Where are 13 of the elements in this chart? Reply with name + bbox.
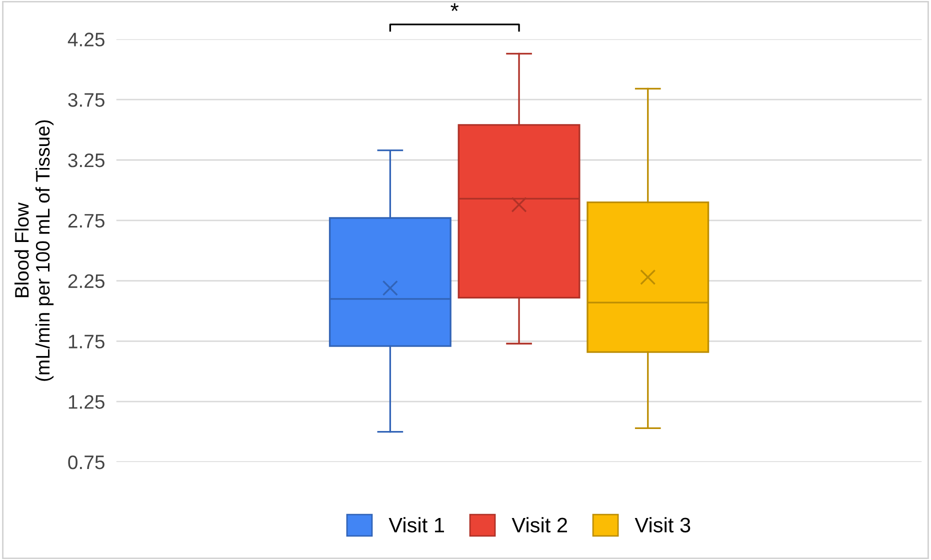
legend-label: Visit 3 — [634, 517, 690, 532]
y-tick-label: 4.25 — [68, 32, 104, 46]
y-tick-label: 3.75 — [68, 93, 104, 107]
text: * — [450, 3, 459, 12]
y-tick-label: 3.25 — [68, 153, 104, 168]
legend-label: Visit 2 — [512, 517, 568, 532]
y-tick-label: 2.75 — [68, 214, 104, 228]
y-tick-label: 2.25 — [68, 274, 104, 288]
y-tick-label: 0.75 — [68, 455, 104, 470]
y-tick-label: 1.25 — [68, 395, 104, 409]
legend-label: Visit 1 — [388, 517, 444, 532]
y-tick-label: 1.75 — [68, 334, 104, 348]
y-axis-title: Blood Flow (mL/min per 100 mL of Tissue) — [14, 120, 54, 381]
